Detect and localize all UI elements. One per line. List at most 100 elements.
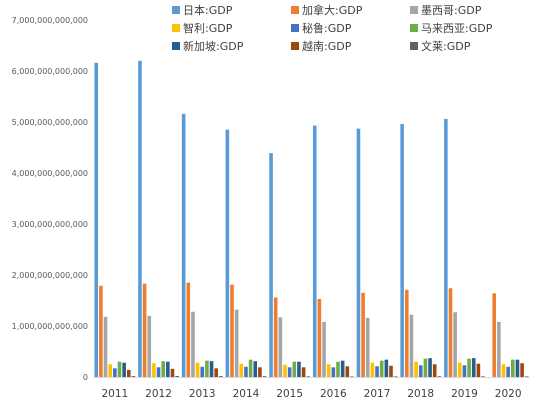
bar bbox=[409, 314, 414, 377]
bar bbox=[253, 361, 258, 377]
bar bbox=[524, 376, 529, 377]
legend-swatch bbox=[410, 6, 418, 14]
bar bbox=[94, 62, 99, 378]
bar bbox=[297, 361, 301, 377]
y-tick-label: 2,000,000,000,000 bbox=[12, 271, 88, 280]
bar bbox=[147, 315, 152, 377]
bar bbox=[437, 376, 442, 377]
bar bbox=[248, 359, 253, 377]
legend-label: 加拿大:GDP bbox=[302, 3, 363, 17]
bar bbox=[312, 125, 317, 377]
bar bbox=[170, 368, 175, 377]
bar bbox=[161, 361, 165, 377]
legend-swatch bbox=[410, 24, 418, 32]
legend-swatch bbox=[172, 24, 180, 32]
legend-label: 墨西哥:GDP bbox=[421, 4, 482, 17]
legend-label: 文莱:GDP bbox=[421, 39, 471, 53]
bar bbox=[356, 128, 361, 377]
bar bbox=[370, 362, 375, 377]
bar bbox=[428, 358, 432, 377]
bar bbox=[322, 321, 326, 377]
y-tick-label: 7,000,000,000,000 bbox=[12, 16, 88, 25]
y-tick-label: 1,000,000,000,000 bbox=[12, 322, 88, 331]
legend-swatch bbox=[172, 6, 180, 14]
y-axis: 0 1,000,000,000,000 2,000,000,000,000 3,000… bbox=[12, 16, 88, 382]
bar bbox=[423, 358, 428, 377]
bar bbox=[117, 361, 122, 377]
y-tick-label: 3,000,000,000,000 bbox=[12, 220, 88, 229]
legend-swatch bbox=[172, 42, 180, 50]
legend-swatch bbox=[410, 42, 418, 50]
y-tick-label: 4,000,000,000,000 bbox=[12, 169, 88, 178]
bar bbox=[142, 283, 147, 377]
bar bbox=[336, 361, 340, 377]
bar bbox=[340, 360, 345, 377]
bar bbox=[432, 364, 437, 377]
bar bbox=[138, 60, 142, 378]
bar bbox=[152, 363, 156, 377]
bar bbox=[405, 289, 409, 377]
bar bbox=[225, 129, 230, 377]
legend: 日本:GDP 加拿大:GDP 墨西哥:GDP 智利:GDP 秘鲁:GDP 马来西亚:GDP… bbox=[172, 3, 493, 53]
bar bbox=[331, 367, 336, 377]
bar bbox=[515, 359, 520, 377]
bar bbox=[239, 363, 244, 377]
bar bbox=[345, 366, 350, 377]
x-tick-label: 2020 bbox=[495, 388, 522, 400]
bar bbox=[448, 288, 453, 377]
bar bbox=[278, 317, 283, 377]
legend-swatch bbox=[291, 24, 299, 32]
bar bbox=[127, 369, 131, 377]
bar bbox=[186, 282, 191, 377]
y-tick-label: 6,000,000,000,000 bbox=[12, 67, 88, 76]
bar bbox=[219, 376, 223, 377]
bar bbox=[113, 368, 117, 377]
bar bbox=[418, 365, 423, 377]
bar bbox=[467, 358, 471, 377]
bar bbox=[453, 312, 457, 377]
bar bbox=[191, 311, 195, 377]
y-tick-label: 0 bbox=[83, 373, 88, 382]
bar bbox=[292, 361, 297, 377]
bar bbox=[301, 367, 306, 377]
bar bbox=[476, 363, 481, 377]
bar bbox=[520, 363, 524, 377]
bar bbox=[181, 113, 186, 377]
bar bbox=[244, 366, 248, 377]
bar bbox=[326, 364, 331, 377]
legend-label: 马来西亚:GDP bbox=[421, 22, 493, 35]
bar bbox=[389, 365, 393, 377]
bar bbox=[317, 298, 322, 377]
bar bbox=[209, 361, 214, 377]
bar bbox=[258, 367, 262, 377]
bar bbox=[492, 293, 496, 377]
legend-label: 越南:GDP bbox=[302, 39, 352, 53]
bar bbox=[458, 362, 462, 377]
bar bbox=[234, 309, 239, 377]
y-tick-label: 5,000,000,000,000 bbox=[12, 118, 88, 127]
bar bbox=[205, 360, 209, 377]
bar bbox=[103, 316, 108, 377]
bar bbox=[462, 365, 467, 377]
x-tick-label: 2019 bbox=[451, 388, 478, 400]
legend-label: 智利:GDP bbox=[183, 21, 233, 35]
legend-swatch bbox=[291, 42, 299, 50]
x-tick-label: 2017 bbox=[364, 388, 391, 400]
bar bbox=[497, 321, 501, 377]
x-axis: 2011 2012 2013 2014 2015 2016 2017 2018 2019 2020 bbox=[93, 377, 530, 400]
bar bbox=[471, 358, 476, 377]
bar bbox=[306, 376, 311, 377]
bar bbox=[214, 368, 218, 377]
bar bbox=[200, 366, 205, 377]
legend-label: 新加坡:GDP bbox=[183, 39, 244, 53]
bar bbox=[131, 376, 136, 377]
bar bbox=[375, 366, 379, 377]
bar bbox=[175, 376, 179, 377]
bar bbox=[350, 376, 354, 377]
bar bbox=[122, 362, 126, 377]
bar bbox=[361, 292, 365, 377]
bar bbox=[379, 360, 384, 377]
bar bbox=[230, 284, 234, 377]
